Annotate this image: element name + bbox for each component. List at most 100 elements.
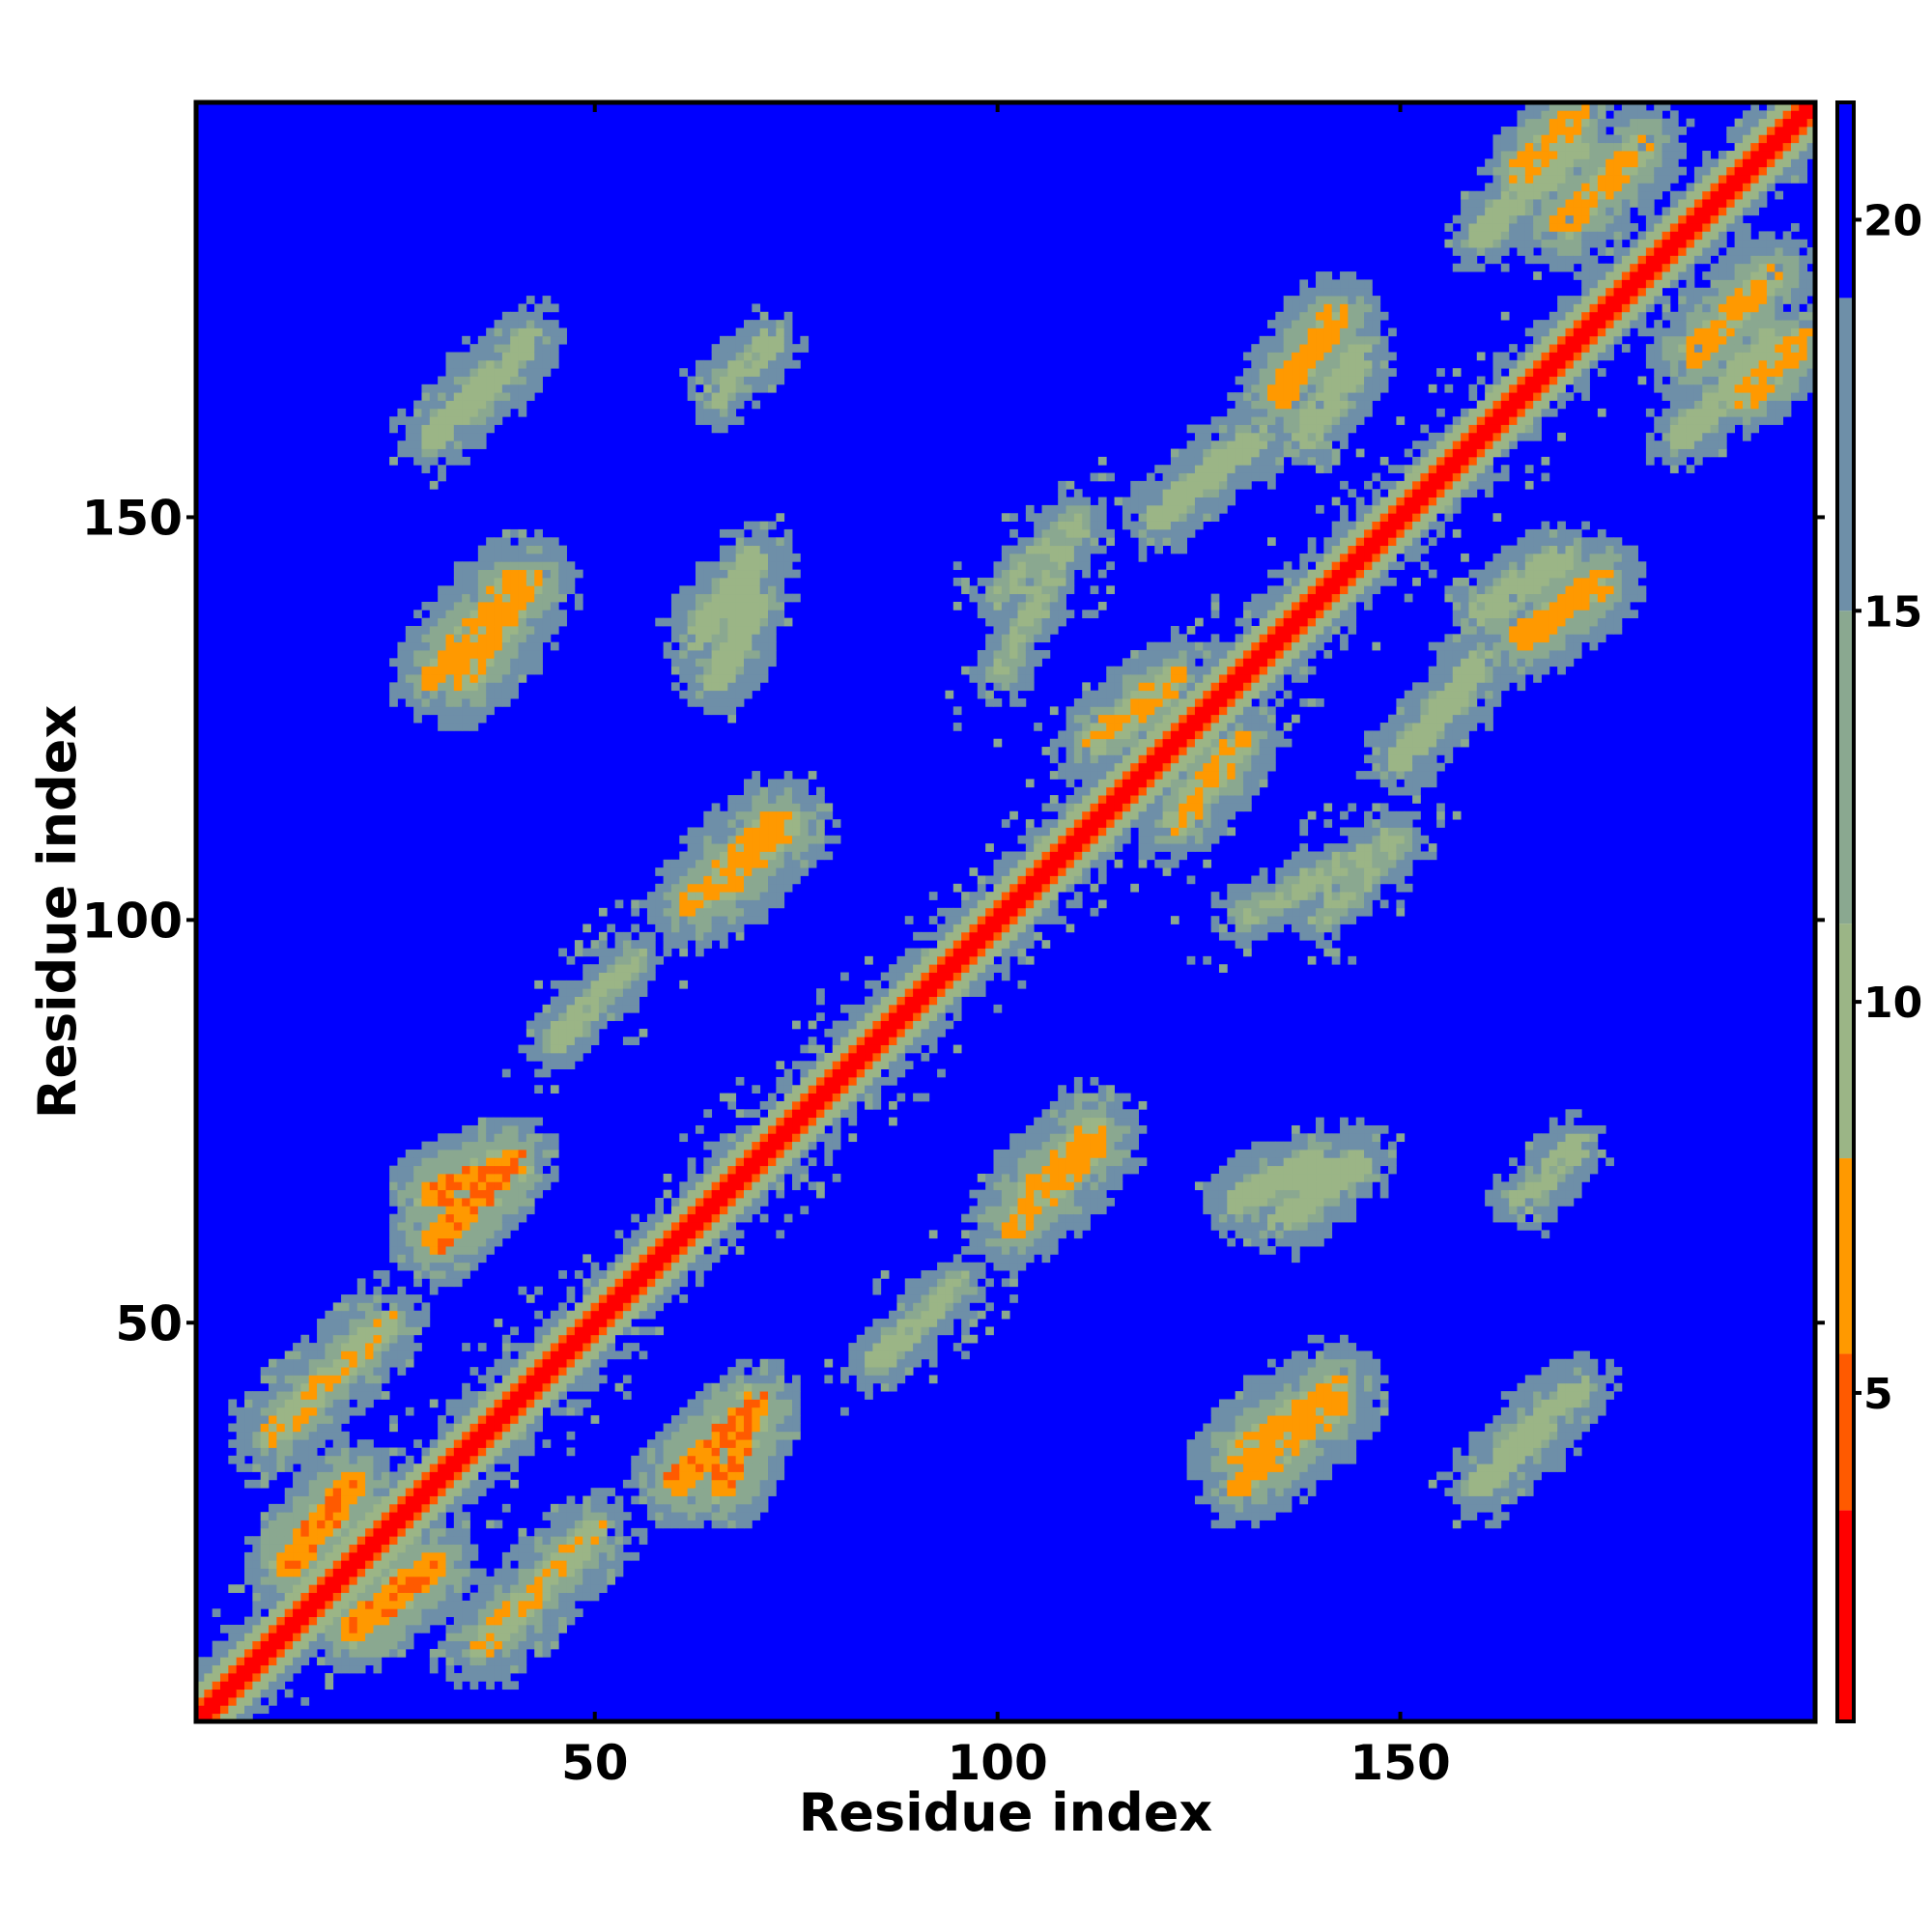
heatmap-cell — [421, 465, 431, 473]
heatmap-cell — [646, 972, 656, 981]
heatmap-cell — [332, 1664, 342, 1674]
heatmap-cell — [727, 851, 737, 861]
heatmap-cell — [445, 1471, 455, 1481]
heatmap-cell — [566, 1310, 576, 1320]
heatmap-cell — [921, 1326, 930, 1336]
heatmap-cell — [293, 1358, 301, 1368]
heatmap-cell — [832, 1052, 841, 1062]
heatmap-cell — [719, 528, 728, 538]
heatmap-cell — [937, 1302, 946, 1312]
heatmap-cell — [365, 1648, 374, 1658]
heatmap-cell — [614, 1527, 624, 1537]
heatmap-cell — [477, 1406, 487, 1416]
heatmap-cell — [607, 1568, 615, 1577]
heatmap-cell — [469, 723, 479, 731]
heatmap-cell — [308, 1536, 318, 1545]
heatmap-cell — [880, 988, 890, 997]
heatmap-cell — [445, 610, 455, 619]
heatmap-cell — [792, 1375, 801, 1384]
heatmap-cell — [469, 1181, 479, 1191]
heatmap-cell — [462, 617, 470, 627]
heatmap-cell — [293, 1423, 301, 1433]
heatmap-cell — [921, 1319, 930, 1327]
heatmap-cell — [752, 1406, 761, 1416]
heatmap-cell — [501, 682, 511, 692]
heatmap-cell — [429, 1463, 439, 1472]
heatmap-cell — [1017, 537, 1027, 547]
heatmap-cell — [196, 1689, 205, 1698]
heatmap-cell — [711, 625, 721, 635]
heatmap-cell — [631, 1527, 640, 1537]
heatmap-cell — [695, 867, 704, 876]
heatmap-cell — [655, 1246, 665, 1255]
heatmap-cell — [518, 1391, 527, 1400]
heatmap-cell — [550, 1149, 559, 1158]
heatmap-cell — [598, 1544, 608, 1553]
heatmap-cell — [783, 1406, 793, 1416]
heatmap-cell — [477, 352, 487, 361]
heatmap-cell — [276, 1648, 286, 1658]
heatmap-cell — [896, 1343, 906, 1351]
heatmap-cell — [453, 1149, 463, 1158]
heatmap-cell — [985, 650, 994, 659]
heatmap-cell — [269, 1616, 277, 1626]
heatmap-cell — [438, 1447, 446, 1457]
heatmap-cell — [550, 610, 559, 619]
heatmap-cell — [622, 1310, 632, 1320]
heatmap-cell — [582, 1576, 591, 1585]
heatmap-cell — [518, 658, 527, 668]
heatmap-cell — [501, 1068, 511, 1078]
heatmap-cell — [317, 1503, 326, 1513]
heatmap-cell — [735, 585, 745, 595]
heatmap-cell — [421, 1536, 431, 1545]
heatmap-cell — [598, 1527, 608, 1537]
heatmap-cell — [453, 416, 463, 425]
heatmap-cell — [679, 593, 689, 603]
heatmap-cell — [469, 650, 479, 659]
heatmap-cell — [969, 916, 979, 924]
heatmap-cell — [614, 1495, 624, 1505]
heatmap-cell — [501, 1503, 511, 1513]
heatmap-cell — [1034, 875, 1042, 885]
heatmap-cell — [389, 1343, 398, 1351]
heatmap-cell — [703, 400, 713, 410]
heatmap-cell — [776, 1391, 785, 1400]
heatmap-cell — [639, 955, 648, 965]
heatmap-cell — [526, 1117, 535, 1126]
heatmap-cell — [429, 1471, 439, 1481]
heatmap-cell — [695, 1512, 704, 1520]
heatmap-cell — [550, 352, 559, 361]
heatmap-cell — [768, 892, 777, 900]
heatmap-cell — [373, 1551, 383, 1561]
heatmap-cell — [518, 1439, 527, 1448]
heatmap-cell — [928, 1326, 938, 1336]
heatmap-cell — [526, 537, 535, 547]
heatmap-cell — [534, 553, 543, 562]
heatmap-cell — [220, 1705, 229, 1715]
heatmap-cell — [510, 1157, 519, 1167]
heatmap-cell — [397, 1319, 407, 1327]
heatmap-cell — [276, 1512, 286, 1520]
heatmap-cell — [719, 916, 728, 924]
heatmap-cell — [413, 1544, 422, 1553]
heatmap-cell — [469, 1423, 479, 1433]
heatmap-cell — [236, 1447, 245, 1457]
heatmap-cell — [534, 625, 543, 635]
heatmap-cell — [744, 1455, 753, 1464]
heatmap-cell — [687, 610, 696, 619]
heatmap-cell — [670, 859, 680, 868]
heatmap-cell — [381, 1648, 390, 1658]
heatmap-cell — [719, 553, 728, 562]
heatmap-cell — [985, 690, 994, 699]
heatmap-cell — [840, 1052, 849, 1062]
heatmap-cell — [405, 1544, 414, 1553]
heatmap-cell — [252, 1624, 262, 1634]
heatmap-cell — [768, 1382, 777, 1392]
heatmap-cell — [840, 1061, 849, 1069]
heatmap-cell — [550, 561, 559, 571]
heatmap-cell — [469, 352, 479, 361]
heatmap-cell — [1001, 851, 1010, 861]
heatmap-cell — [582, 1343, 591, 1351]
heatmap-cell — [405, 658, 414, 668]
heatmap-cell — [389, 456, 398, 466]
